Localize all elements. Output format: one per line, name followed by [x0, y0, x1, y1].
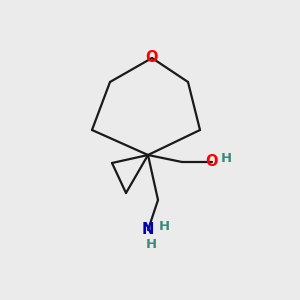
Text: O: O [146, 50, 158, 65]
Text: H: H [146, 238, 157, 250]
Text: O: O [206, 154, 218, 169]
Text: H: H [158, 220, 169, 233]
Text: N: N [142, 223, 154, 238]
Text: H: H [220, 152, 232, 164]
